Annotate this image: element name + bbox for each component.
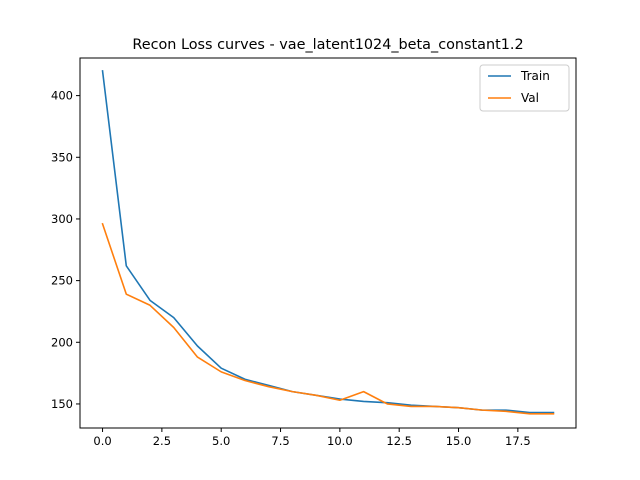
y-axis-ticks: 150 200 250 300 350 400 xyxy=(51,89,80,411)
x-tick-label: 12.5 xyxy=(386,434,412,448)
y-tick-label: 400 xyxy=(51,89,73,103)
x-tick-label: 0.0 xyxy=(93,434,111,448)
chart-title: Recon Loss curves - vae_latent1024_beta_… xyxy=(132,37,523,53)
x-axis-ticks: 0.0 2.5 5.0 7.5 10.0 12.5 15.0 17.5 xyxy=(93,428,531,448)
series-line-val xyxy=(101,222,555,415)
y-tick-label: 250 xyxy=(51,274,73,288)
y-tick-label: 200 xyxy=(51,335,73,349)
y-tick-label: 350 xyxy=(51,150,73,164)
legend-label: Val xyxy=(521,91,539,105)
plot-frame xyxy=(79,57,577,429)
legend-label: Train xyxy=(520,69,550,83)
legend: Train Val xyxy=(479,64,570,112)
x-tick-label: 7.5 xyxy=(271,434,289,448)
x-tick-label: 5.0 xyxy=(212,434,230,448)
y-tick-label: 300 xyxy=(51,212,73,226)
series-lines xyxy=(101,70,555,415)
x-tick-label: 10.0 xyxy=(327,434,353,448)
x-tick-label: 17.5 xyxy=(505,434,531,448)
x-tick-label: 15.0 xyxy=(446,434,472,448)
y-tick-label: 150 xyxy=(51,397,73,411)
x-tick-label: 2.5 xyxy=(153,434,171,448)
